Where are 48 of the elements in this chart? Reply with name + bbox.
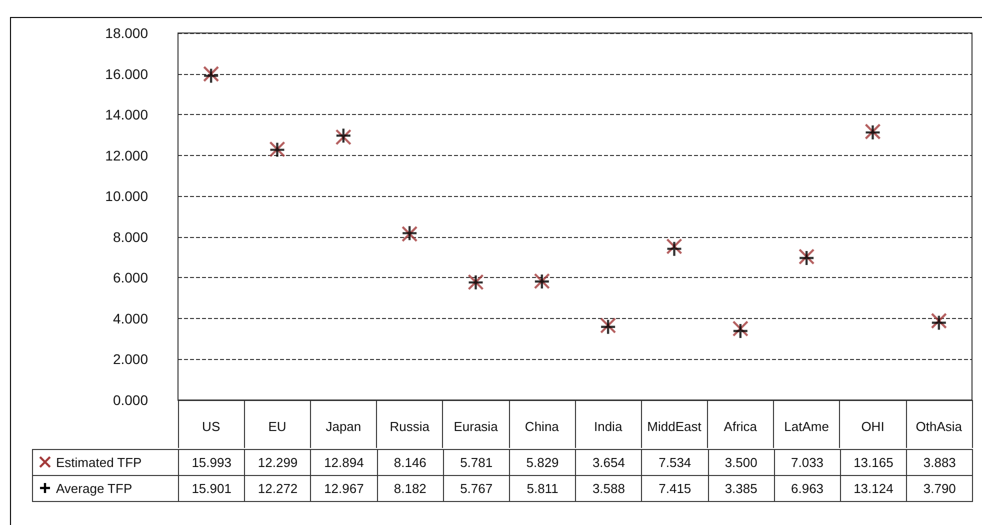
data-label: 7.534 <box>642 450 708 476</box>
x-tick-label: LatAme <box>784 419 829 434</box>
data-label: 3.654 <box>576 450 642 476</box>
data-label: 12.299 <box>244 450 311 476</box>
data-label: 12.967 <box>310 476 378 502</box>
data-label: 5.811 <box>509 476 576 502</box>
y-tick-label: 12.000 <box>105 147 148 164</box>
x-tick-label: US <box>202 419 220 434</box>
data-label: 3.385 <box>708 476 774 502</box>
data-label: 3.500 <box>708 450 774 476</box>
x-tick-label: OHI <box>861 419 884 434</box>
y-tick-label: 4.000 <box>112 310 148 326</box>
x-tick-label: MiddEast <box>647 419 702 434</box>
data-label: 6.963 <box>774 476 840 502</box>
data-label: 3.588 <box>576 476 642 502</box>
x-tick-label: Eurasia <box>454 419 499 434</box>
y-tick-label: 14.000 <box>105 106 148 123</box>
legend-label: Estimated TFP <box>56 455 142 470</box>
x-tick-label: Africa <box>724 419 758 434</box>
data-label: 8.146 <box>377 450 444 476</box>
data-label: 3.883 <box>906 450 973 476</box>
data-label: 5.829 <box>509 450 576 476</box>
x-tick-label: Russia <box>390 419 430 434</box>
x-tick-label: EU <box>268 419 286 434</box>
data-label: 3.790 <box>906 476 973 502</box>
data-label: 13.124 <box>840 476 907 502</box>
data-label: 15.993 <box>178 450 245 476</box>
y-tick-label: 18.000 <box>105 25 148 41</box>
data-label: 13.165 <box>840 450 907 476</box>
y-tick-label: 8.000 <box>112 228 148 245</box>
y-tick-label: 0.000 <box>112 392 148 408</box>
data-label: 5.767 <box>443 476 510 502</box>
data-label: 7.415 <box>642 476 708 502</box>
data-label: 15.901 <box>178 476 245 502</box>
x-tick-label: China <box>524 419 560 434</box>
data-label: 8.182 <box>377 476 444 502</box>
y-tick-label: 16.000 <box>105 66 148 82</box>
data-label: 5.781 <box>443 450 510 476</box>
y-tick-label: 6.000 <box>112 270 148 286</box>
data-label: 7.033 <box>774 450 840 476</box>
y-tick-label: 2.000 <box>112 351 148 368</box>
x-tick-label: India <box>594 419 623 434</box>
x-tick-label: OthAsia <box>916 419 963 434</box>
data-label: 12.894 <box>310 450 378 476</box>
x-tick-label: Japan <box>326 419 362 434</box>
y-tick-label: 10.000 <box>105 188 148 204</box>
data-label: 12.272 <box>244 476 311 502</box>
legend-label: Average TFP <box>56 481 132 496</box>
